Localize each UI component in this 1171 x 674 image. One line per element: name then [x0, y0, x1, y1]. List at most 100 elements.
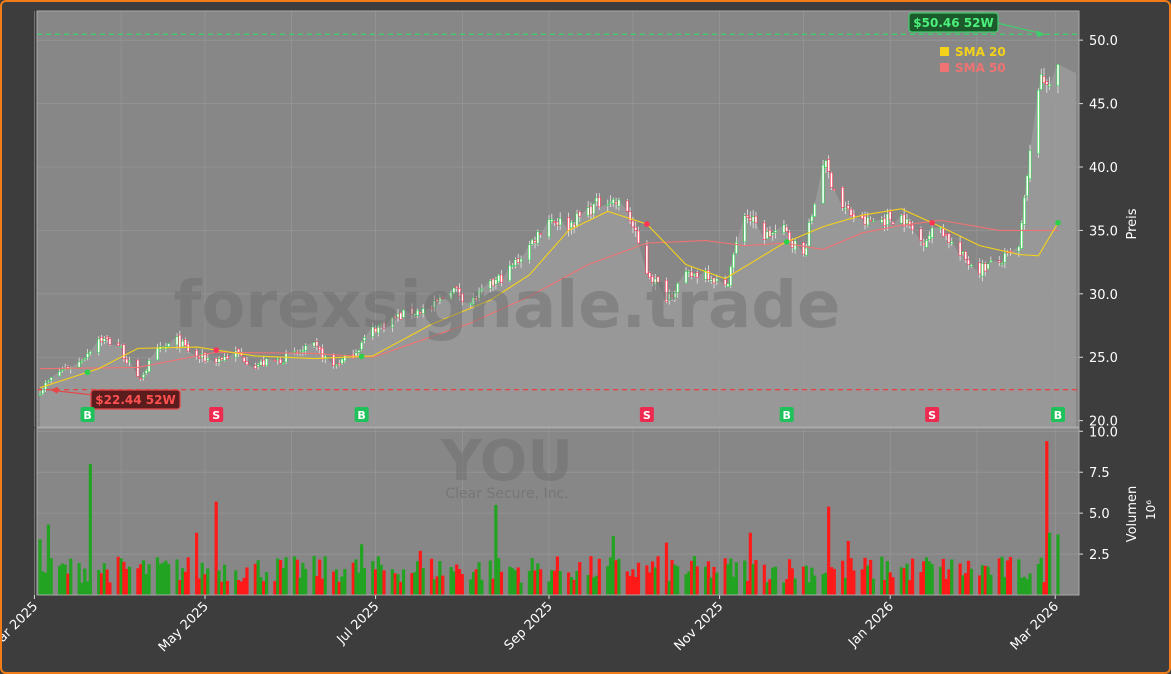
candle [978, 258, 982, 278]
candle [102, 336, 106, 344]
candle [458, 283, 461, 301]
volume-bar [743, 560, 747, 595]
svg-text:S: S [643, 409, 651, 422]
volume-tick-label: 10.0 [1089, 425, 1118, 440]
volume-bar [645, 565, 649, 595]
volume-bar [539, 569, 543, 595]
price-tick-label: 40.0 [1089, 161, 1118, 176]
candle [46, 379, 50, 384]
candle [77, 357, 81, 368]
volume-bar [846, 540, 850, 595]
signal-dot [358, 353, 365, 360]
volume-bar [175, 559, 179, 595]
volume-bar [491, 578, 495, 595]
volume-bar [782, 582, 786, 595]
x-tick-label: Nov 2025 [672, 599, 727, 654]
candle [318, 346, 322, 354]
signal-dot [213, 347, 219, 353]
candle [533, 236, 537, 249]
candle [60, 366, 64, 373]
candle [726, 283, 730, 287]
volume-bar [966, 560, 971, 595]
volume-bar [919, 572, 923, 595]
volume-bar [947, 569, 951, 595]
svg-text:S: S [212, 409, 220, 422]
volume-bar [278, 560, 283, 595]
candle [964, 250, 968, 264]
volume-bar [183, 571, 188, 595]
candle [167, 343, 171, 348]
volume-bar [320, 578, 325, 595]
svg-text:S: S [928, 409, 936, 422]
candle [390, 316, 394, 332]
candle [958, 236, 962, 261]
volume-bar [552, 570, 557, 595]
volume-bar [376, 556, 381, 595]
candle [83, 358, 87, 362]
candle [927, 231, 931, 243]
volume-bar [41, 571, 45, 595]
x-tick-label: Jan 2026 [845, 599, 897, 651]
candle [983, 261, 987, 276]
candle [651, 274, 654, 287]
candle [488, 279, 492, 293]
candle [416, 308, 419, 318]
candle [625, 198, 629, 212]
volume-bar [866, 565, 870, 595]
volume-bar [801, 566, 806, 595]
volume-bar [930, 564, 934, 595]
volume-bar [57, 565, 62, 595]
candle [460, 292, 464, 306]
volume-bar [382, 570, 386, 595]
reference-lines: $50.46 52W $22.44 52W [37, 12, 1079, 410]
candle [751, 210, 755, 229]
volume-bar [810, 567, 814, 595]
candle [256, 362, 260, 370]
svg-text:B: B [83, 409, 91, 422]
volume-bar [214, 501, 218, 595]
volume-bar [1028, 573, 1032, 595]
volume-bar [958, 563, 962, 595]
volume-bar [871, 578, 876, 595]
candle [41, 387, 45, 396]
volume-bar [455, 564, 459, 595]
candle [586, 200, 590, 218]
candle [223, 353, 226, 362]
volume-bar [726, 564, 730, 595]
volume-bar [245, 567, 249, 595]
candle [144, 369, 148, 375]
candle [905, 214, 909, 228]
volume-tick-label: 2.5 [1089, 548, 1110, 563]
candle [379, 322, 383, 330]
candle [315, 338, 319, 351]
candle [676, 282, 680, 298]
volume-bar [236, 580, 241, 595]
x-tick-label: Mar 2025 [2, 599, 41, 653]
candle [1025, 175, 1029, 201]
volume-bar [888, 572, 892, 595]
volume-bar [594, 575, 599, 595]
candle [550, 213, 554, 224]
volume-bar [527, 570, 532, 595]
candle [245, 356, 249, 366]
candle [981, 259, 984, 282]
volume-bar [360, 544, 364, 595]
candle [645, 240, 649, 275]
candle [1039, 68, 1043, 90]
buy-signal: B [354, 407, 369, 422]
candle [217, 356, 221, 367]
x-tick-label: May 2025 [156, 599, 212, 655]
candle [105, 334, 109, 343]
volume-bar [592, 577, 596, 595]
candle [684, 267, 688, 284]
candle [122, 343, 126, 362]
candle [846, 200, 850, 210]
candle [667, 289, 671, 305]
volume-bar [944, 578, 948, 595]
candle [452, 287, 456, 295]
volume-bar [712, 566, 716, 595]
volume-bar [852, 570, 856, 595]
volume-bar [964, 573, 968, 595]
volume-bar [401, 569, 406, 595]
candle [673, 290, 677, 303]
